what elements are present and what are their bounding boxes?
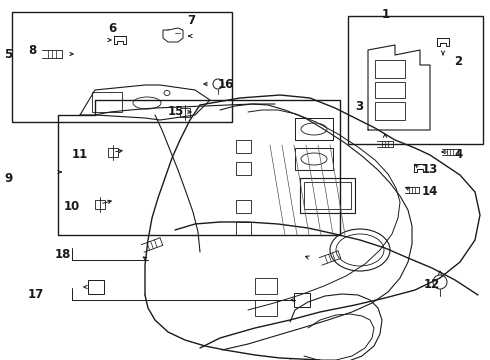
Bar	[236, 200, 251, 213]
Bar	[180, 108, 190, 117]
Bar	[375, 82, 405, 98]
Bar	[255, 300, 277, 316]
Bar	[95, 199, 105, 208]
Text: 14: 14	[422, 185, 439, 198]
Bar	[295, 118, 333, 140]
Text: 16: 16	[218, 78, 234, 91]
Bar	[304, 182, 351, 209]
Bar	[12, 12, 232, 122]
Text: 17: 17	[28, 288, 44, 301]
Text: 8: 8	[28, 44, 36, 57]
Text: 4: 4	[454, 148, 462, 161]
Text: 15: 15	[168, 105, 184, 118]
Text: 7: 7	[187, 14, 195, 27]
Bar	[375, 60, 405, 78]
Bar	[236, 140, 251, 153]
Text: 2: 2	[454, 55, 462, 68]
Text: 3: 3	[355, 100, 363, 113]
Bar	[375, 102, 405, 120]
Text: 13: 13	[422, 163, 438, 176]
Bar	[300, 178, 355, 213]
Bar	[236, 222, 251, 235]
Text: 1: 1	[382, 8, 390, 21]
Bar	[236, 162, 251, 175]
Text: 9: 9	[4, 172, 12, 185]
Bar	[92, 92, 122, 112]
Bar	[88, 280, 104, 294]
Bar	[108, 148, 118, 157]
Text: 18: 18	[55, 248, 72, 261]
Bar	[294, 293, 310, 307]
Text: 12: 12	[424, 278, 440, 291]
Text: 6: 6	[108, 22, 116, 35]
Text: 5: 5	[4, 48, 12, 61]
Text: 11: 11	[72, 148, 88, 161]
Bar	[348, 16, 483, 144]
Text: 10: 10	[64, 200, 80, 213]
Bar	[255, 278, 277, 294]
Bar	[295, 148, 333, 170]
